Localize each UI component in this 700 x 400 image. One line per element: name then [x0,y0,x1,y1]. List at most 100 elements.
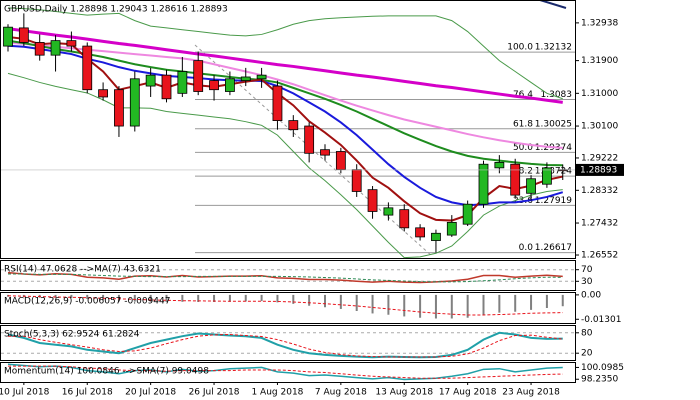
fib-price-label: 1.30025 [535,119,572,129]
x-tick-label: 26 Jul 2018 [189,388,240,398]
current-price-label: 1.28893 [580,165,617,175]
y-tick-label: 100.0985 [581,363,624,373]
histogram-bar [339,294,342,309]
indicator-line [8,273,563,283]
fib-ratio-label: 38.2 [513,167,533,177]
indicator-line [7,39,563,167]
candle-body [240,76,251,82]
candle-body [193,60,204,92]
histogram-bar [434,294,437,319]
fib-ratio-label: 100.0 [507,43,533,53]
histogram-bar [403,294,406,317]
x-tick-label: 10 Jul 2018 [0,388,50,398]
histogram-bar [54,294,57,298]
fib-ratio-label: 50.0 [513,143,533,153]
fib-ratio-label: 61.8 [513,119,533,129]
panel-title: MACD(12,26,9) -0.006057 -0.009447 [4,297,170,307]
histogram-bar [181,294,184,302]
histogram-bar [197,294,200,302]
y-tick-label: 20 [581,349,593,359]
candle-body [446,221,457,236]
y-tick-label: 1.26552 [581,251,618,261]
candle-body [415,227,426,238]
fib-ratio-label: 0.0 [519,243,534,253]
histogram-bar [308,294,311,306]
candle-body [98,89,108,98]
candle-body [383,207,394,216]
panel-title: Momentum(14) 100.0846 -->SMA(7) 99.0498 [4,367,209,377]
histogram-bar [419,294,422,318]
histogram-bar [530,294,533,310]
histogram-bar [545,294,548,308]
panel-frame [0,325,576,361]
indicator-line [7,27,563,104]
panel-title: Stoch(5,3,3) 62.9524 61.2824 [4,330,140,340]
candle-body [34,42,45,56]
x-tick-label: 7 Aug 2018 [315,388,367,398]
indicator-line [7,72,563,259]
candle-body [494,161,505,169]
candle-body [367,189,378,212]
candle-body [462,203,473,225]
x-tick-label: 23 Aug 2018 [502,388,560,398]
candle-body [256,74,267,80]
histogram-bar [149,294,152,302]
indicator-line [7,41,563,149]
candle-body [542,167,552,185]
histogram-bar [498,294,501,313]
candle-body [50,40,61,56]
candle-body [335,151,346,171]
fib-ratio-label: 76.4 [513,90,533,100]
histogram-bar [276,294,279,303]
histogram-bar [450,294,453,319]
histogram-bar [165,294,168,302]
candle-body [82,45,93,91]
x-tick-label: 16 Jul 2018 [62,388,113,398]
indicator-line [8,365,563,379]
histogram-bar [324,294,326,308]
indicator-line [7,363,563,381]
current-price-box [576,163,624,176]
fib-price-label: 1.28724 [535,167,572,177]
candle-body [129,78,140,127]
candle-body [478,163,489,205]
fib-price-label: 1.32132 [535,43,572,53]
panel-frame [0,260,576,291]
candle-body [209,80,219,91]
candle-body [431,232,441,241]
indicator-line [7,271,563,284]
histogram-bar [292,294,295,304]
candle-body [351,169,362,192]
y-tick-label: 1.31000 [581,89,618,99]
panel-title: GBPUSD,Daily 1.28898 1.29043 1.28616 1.2… [4,5,228,15]
histogram-bar [86,294,89,299]
candle-body [177,71,188,94]
histogram-bar [260,294,263,302]
y-tick-label: 30 [581,277,593,287]
histogram-bar [102,294,105,301]
indicator-line [7,7,563,100]
histogram-bar [228,294,231,302]
y-tick-label: -0.01301 [581,315,621,325]
histogram-bar [371,294,374,314]
y-tick-label: 0.00 [581,290,601,300]
x-tick-label: 17 Aug 2018 [439,388,497,398]
long-ma-line [539,0,567,9]
panel-frame [0,362,576,383]
panel-frame [0,0,576,259]
candle-body [66,40,77,47]
histogram-bar [355,294,358,311]
candle-body [510,163,521,196]
histogram-bar [387,294,390,315]
panel-frame [0,292,576,324]
candle-body [272,85,283,121]
histogram-bar [244,294,247,302]
candle-body [145,74,156,87]
y-tick-label: 1.28332 [581,186,618,196]
candle-body [3,26,13,47]
candle-body [526,178,536,194]
histogram-bar [213,294,216,302]
histogram-bar [466,294,469,318]
x-tick-label: 20 Jul 2018 [125,388,176,398]
candle-body [399,209,410,229]
